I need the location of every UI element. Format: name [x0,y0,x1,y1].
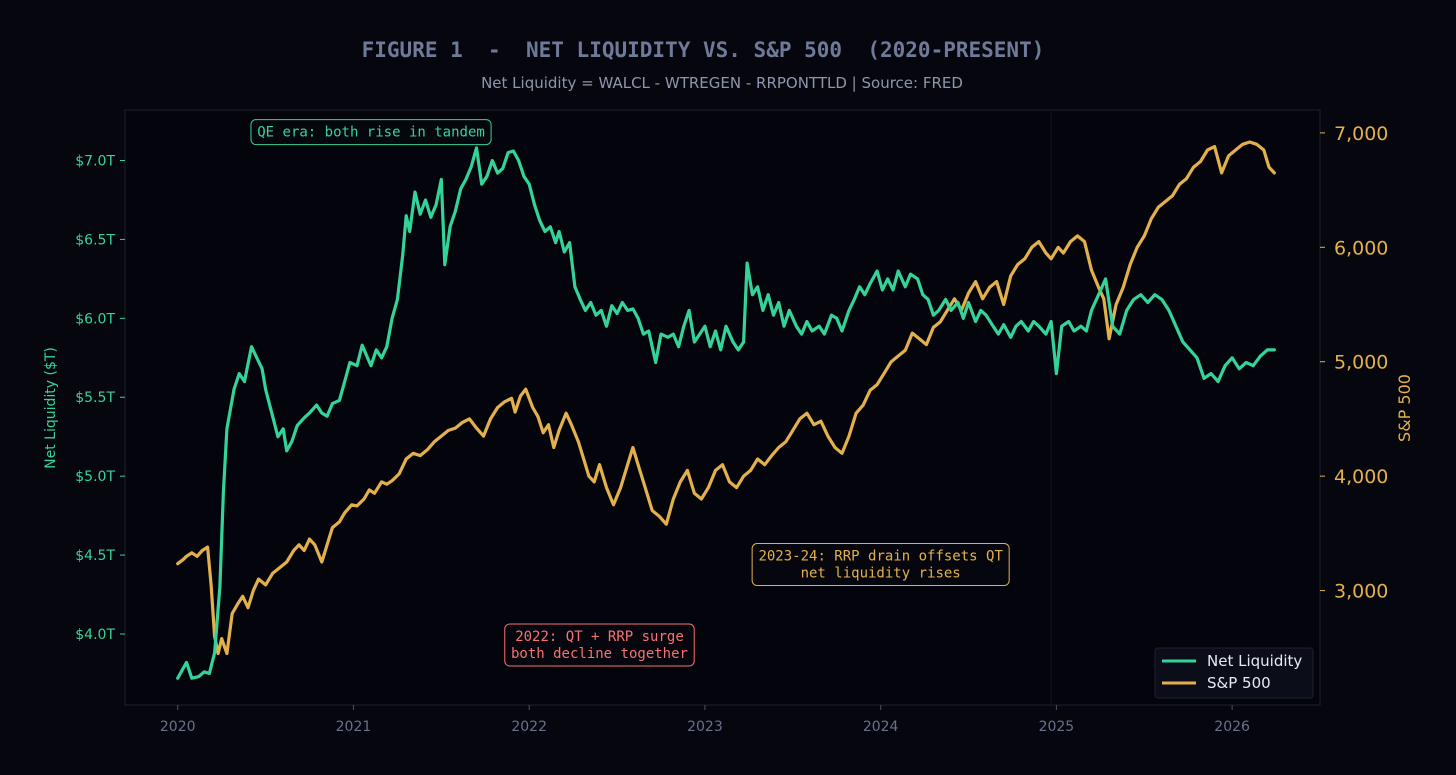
y-axis-right-label: S&P 500 [1395,374,1414,442]
annotations: QE era: both rise in tandem 2023-24: RRP … [250,119,1010,667]
y-axis-left-label: Net Liquidity ($T) [43,347,59,469]
y-axis-left: $4.0T $4.5T $5.0T $5.5T $6.0T $6.5T $7.0T [75,154,125,643]
x-tick-label: 2023 [687,719,723,735]
y-axis-right: 3,000 4,000 5,000 6,000 7,000 [1320,123,1388,603]
x-tick-label: 2022 [511,719,547,735]
y-left-tick-label: $6.0T [75,311,115,327]
plot-area [124,109,1321,706]
y-right-tick-label: 6,000 [1334,237,1388,259]
y-left-tick-label: $5.5T [75,390,115,406]
x-tick-label: 2025 [1039,719,1075,735]
x-tick-label: 2026 [1214,719,1250,735]
annotation-text: 2022: QT + RRP surge [515,629,684,645]
legend: Net Liquidity S&P 500 [1154,647,1314,699]
x-tick-label: 2021 [336,719,372,735]
y-right-tick-label: 3,000 [1334,581,1388,603]
series-layer [176,140,1276,680]
y-right-tick-label: 5,000 [1334,352,1388,374]
y-left-tick-label: $6.5T [75,232,115,248]
annotation: QE era: both rise in tandem [250,119,492,146]
chart-title: FIGURE 1 - NET LIQUIDITY VS. S&P 500 (20… [362,38,1045,62]
y-left-tick-label: $5.0T [75,469,115,485]
annotation-box [751,543,1010,587]
legend-label-net-liquidity: Net Liquidity [1207,652,1302,670]
annotation-text: QE era: both rise in tandem [257,125,485,141]
annotation-text: net liquidity rises [801,566,961,582]
annotation-box [504,623,695,667]
y-left-tick-label: $7.0T [75,154,115,170]
x-tick-label: 2020 [160,719,196,735]
y-left-tick-label: $4.5T [75,548,115,564]
annotation-text: 2023-24: RRP drain offsets QT [758,549,1003,565]
x-axis: 2020 2021 2022 2023 2024 2025 2026 [160,705,1250,735]
y-right-tick-label: 7,000 [1334,123,1388,145]
y-left-tick-label: $4.0T [75,627,115,643]
legend-label-sp500: S&P 500 [1207,674,1271,692]
annotation-text: both decline together [511,646,688,662]
chart-subtitle: Net Liquidity = WALCL - WTREGEN - RRPONT… [481,74,963,92]
x-tick-label: 2024 [863,719,899,735]
series-line-net-liquidity [176,146,1276,680]
y-right-tick-label: 4,000 [1334,466,1388,488]
annotation-box [250,119,492,146]
series-line-s-p-500 [176,140,1276,656]
